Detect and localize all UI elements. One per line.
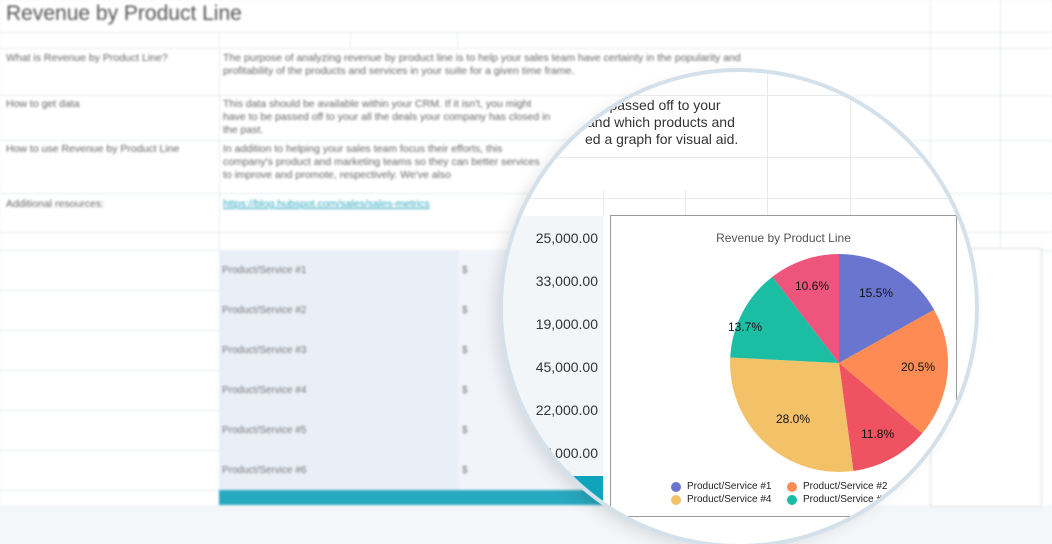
legend-item[interactable]: Product/Service #2 <box>787 481 888 492</box>
currency-cell: $ <box>462 305 468 316</box>
row-label: What is Revenue by Product Line? <box>6 52 168 64</box>
row-label: Additional resources: <box>6 198 105 210</box>
row-description: In addition to helping your sales team f… <box>223 143 540 181</box>
product-cell[interactable]: Product/Service #1 <box>222 265 307 276</box>
slice-5 <box>730 276 839 363</box>
svg-text:11.8%: 11.8% <box>861 427 894 441</box>
legend-item[interactable]: Product/Service #5 <box>787 494 888 505</box>
magnified-text: ed a graph for visual aid. <box>585 131 739 147</box>
row-description: This data should be available within you… <box>223 98 551 136</box>
pie-chart[interactable]: Revenue by Product Line 15.5% 20.5% 11.8… <box>610 215 957 517</box>
currency-cell: $ <box>462 425 468 436</box>
legend-item[interactable]: Product/Service #1 <box>671 481 772 492</box>
page-title: Revenue by Product Line <box>6 2 242 25</box>
magnified-text: be passed off to your <box>590 97 721 113</box>
magnifier-lens: be passed off to your and which products… <box>503 72 975 544</box>
row-description: The purpose of analyzing revenue by prod… <box>223 52 741 77</box>
currency-cell: $ <box>462 265 468 276</box>
legend-item[interactable]: Product/Service #4 <box>671 494 772 505</box>
pie-svg: 15.5% 20.5% 11.8% 28.0% 13.7% 10.6% <box>728 254 949 472</box>
slice-3 <box>839 363 923 471</box>
amount-cell[interactable]: 22,000.00 <box>535 402 598 418</box>
product-cell[interactable]: Product/Service #2 <box>222 305 307 316</box>
product-cell[interactable]: Product/Service #6 <box>222 465 307 476</box>
svg-text:20.5%: 20.5% <box>901 360 935 374</box>
resource-link[interactable]: https://blog.hubspot.com/sales/sales-met… <box>223 198 430 210</box>
slice-1 <box>839 254 935 363</box>
svg-text:15.5%: 15.5% <box>859 286 893 300</box>
slice-6 <box>772 254 839 363</box>
amount-cell[interactable]: 19,000.00 <box>535 316 598 332</box>
amount-cell[interactable]: 33,000.00 <box>535 273 598 289</box>
amount-cell[interactable]: 45,000.00 <box>535 359 598 375</box>
currency-cell: $ <box>462 345 468 356</box>
product-cell[interactable]: Product/Service #4 <box>222 385 307 396</box>
slice-2 <box>839 309 949 434</box>
product-cell[interactable]: Product/Service #3 <box>222 345 307 356</box>
amount-cell[interactable]: 25,000.00 <box>535 230 598 246</box>
currency-cell: $ <box>462 385 468 396</box>
svg-text:28.0%: 28.0% <box>776 412 810 426</box>
row-label: How to use Revenue by Product Line <box>6 143 180 155</box>
magnified-text: and which products and <box>587 114 735 130</box>
svg-text:10.6%: 10.6% <box>795 279 829 293</box>
chart-title: Revenue by Product Line <box>716 231 851 245</box>
amount-cell[interactable]: 17,000.00 <box>535 445 598 461</box>
product-cell[interactable]: Product/Service #5 <box>222 425 307 436</box>
row-label: How to get data <box>6 98 80 110</box>
slice-4 <box>730 357 854 472</box>
currency-cell: $ <box>462 465 468 476</box>
product-column <box>219 250 459 490</box>
svg-text:13.7%: 13.7% <box>728 320 762 334</box>
